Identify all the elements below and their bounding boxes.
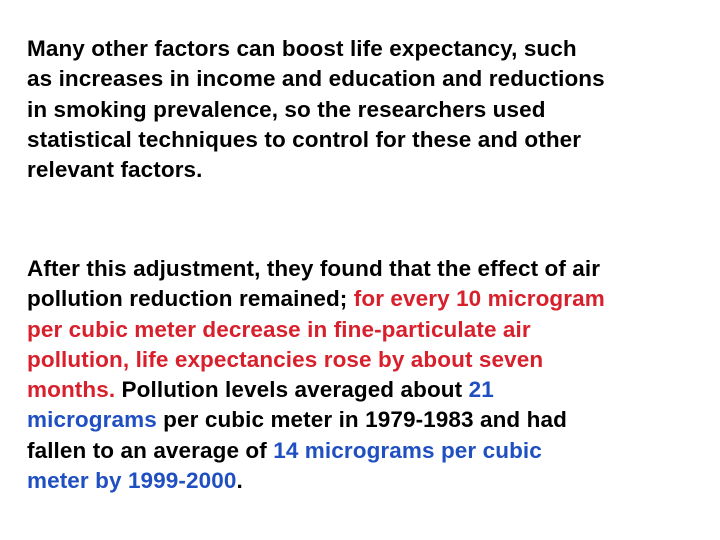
highlight-red-text: months. [27, 377, 116, 403]
paragraph-1-line-3: in smoking prevalence, so the researcher… [27, 96, 546, 122]
paragraph-2-line-2-text: pollution reduction remained; [27, 286, 354, 312]
paragraph-2-line-6-text: per cubic meter in 1979-1983 and had [156, 407, 567, 433]
paragraph-1-line-4: statistical techniques to control for th… [27, 126, 582, 152]
paragraph-2-line-5-text: Pollution levels averaged about [115, 377, 469, 403]
highlight-red-text: per cubic meter decrease in fine-particu… [27, 316, 531, 342]
highlight-red-text: for every 10 microgram [353, 286, 605, 312]
highlight-blue-text: meter by 1999-2000 [27, 468, 237, 494]
highlight-blue-text: 21 [468, 377, 494, 403]
paragraph-1-line-1: Many other factors can boost life expect… [27, 36, 577, 61]
highlight-blue-text: micrograms [27, 407, 157, 433]
paragraph-life-expectancy-factors: Many other factors can boost life expect… [27, 34, 699, 185]
highlight-red-text: pollution, life expectancies rose by abo… [27, 346, 544, 372]
paragraph-1-line-2: as increases in income and education and… [27, 66, 605, 92]
paragraph-2-line-7-text: fallen to an average of [27, 437, 274, 463]
paragraph-2-line-1: After this adjustment, they found that t… [27, 256, 601, 281]
paragraph-2-line-8-text: . [236, 468, 243, 494]
paragraph-adjustment-findings: After this adjustment, they found that t… [27, 254, 699, 496]
paragraph-1-line-5: relevant factors. [27, 157, 203, 183]
highlight-blue-text: 14 micrograms per cubic [273, 437, 542, 463]
